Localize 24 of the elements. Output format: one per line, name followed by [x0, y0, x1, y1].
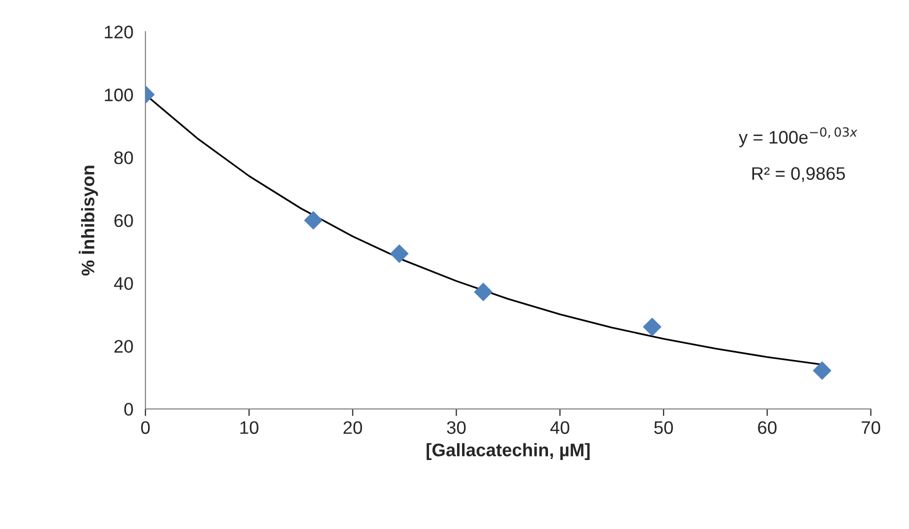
x-tick-label: 10	[240, 421, 258, 434]
point	[304, 211, 323, 230]
x-axis-title: [Gallacatechin, µM]	[426, 443, 590, 460]
y-tick-label: 80	[114, 151, 133, 164]
point	[812, 361, 832, 380]
annotation: y = 100e$^{−0,03x}$	[738, 127, 858, 148]
y-tick-label: 60	[114, 214, 133, 228]
y-tick-label: 100	[104, 88, 133, 102]
x-tick-label: 50	[654, 421, 673, 434]
x-tick-label: 70	[862, 421, 880, 434]
y-tick-label: 0	[124, 402, 133, 416]
x-tick-label: 30	[446, 421, 466, 434]
y-tick-label: 20	[114, 340, 133, 353]
point	[642, 318, 662, 336]
y-tick-label: 40	[114, 277, 133, 290]
y-axis-title: % İnhibisyon	[78, 166, 98, 276]
point	[474, 282, 493, 302]
x-tick-label: 60	[758, 421, 777, 434]
x-tick-label: 20	[344, 421, 362, 434]
x-tick-label: 40	[550, 421, 570, 434]
point	[390, 244, 409, 263]
y-tick-label: 120	[104, 26, 133, 38]
x-tick-label: 0	[141, 421, 150, 434]
annotation: R² = 0,9865	[752, 167, 845, 182]
